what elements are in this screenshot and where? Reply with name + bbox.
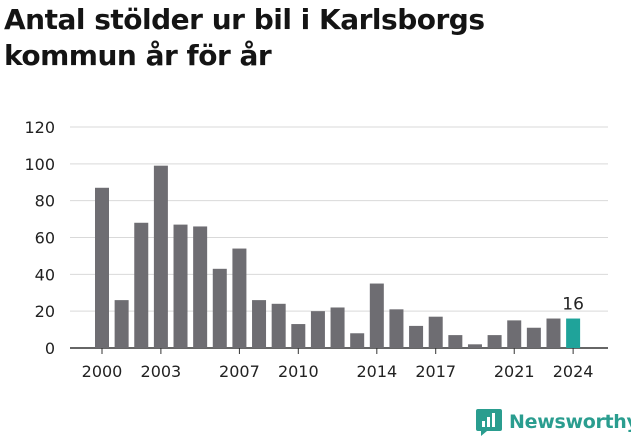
y-tick-label: 80: [35, 192, 55, 211]
y-tick-label: 60: [35, 229, 55, 248]
bar-2023: [546, 318, 561, 348]
bar-2016: [409, 325, 424, 348]
bar-2011: [310, 311, 325, 348]
bar-2007: [232, 248, 247, 348]
bar-2015: [389, 309, 404, 348]
x-tick-label: 2021: [494, 362, 535, 381]
bars: [95, 165, 581, 348]
bar-2003: [153, 165, 168, 348]
bar-2004: [173, 224, 188, 348]
data-label-highlight: 16: [562, 295, 584, 315]
x-tick-label: 2014: [356, 362, 397, 381]
bar-2014: [369, 283, 384, 348]
bar-2017: [428, 316, 443, 348]
newsworthy-logo-icon: [476, 409, 502, 436]
bar-2024: [566, 318, 581, 348]
x-axis-ticks: 2000 2003 2007 2010 2014 2017 2021 2024: [82, 348, 594, 381]
x-tick-label: 2007: [219, 362, 260, 381]
y-axis-ticks: 0 20 40 60 80 100 120: [24, 118, 55, 358]
x-tick-label: 2003: [141, 362, 182, 381]
bar-2022: [526, 327, 541, 348]
bar-2013: [350, 333, 365, 348]
y-tick-label: 0: [45, 339, 55, 358]
bar-2020: [487, 335, 502, 348]
y-tick-label: 100: [24, 155, 55, 174]
bar-2008: [252, 300, 267, 348]
bar-2010: [291, 324, 306, 348]
bar-2001: [114, 300, 129, 348]
y-tick-label: 40: [35, 265, 55, 284]
bar-2018: [448, 335, 463, 348]
bar-2009: [271, 303, 286, 348]
data-labels: 16: [562, 295, 584, 315]
brand-logo: Newsworthy: [475, 405, 631, 439]
y-tick-label: 120: [24, 118, 55, 137]
bar-2012: [330, 307, 345, 348]
bar-2000: [95, 187, 109, 348]
bar-2005: [193, 226, 208, 348]
bar-2002: [134, 222, 149, 348]
x-tick-label: 2000: [82, 362, 123, 381]
x-tick-label: 2017: [415, 362, 456, 381]
x-tick-label: 2010: [278, 362, 319, 381]
brand-name: Newsworthy: [509, 411, 631, 433]
y-tick-label: 20: [35, 302, 55, 321]
bar-2019: [467, 344, 482, 348]
x-tick-label: 2024: [553, 362, 594, 381]
bar-2006: [212, 268, 227, 348]
bar-2021: [507, 320, 522, 348]
chart-title: Antal stölder ur bil i Karlsborgs kommun…: [4, 3, 485, 72]
